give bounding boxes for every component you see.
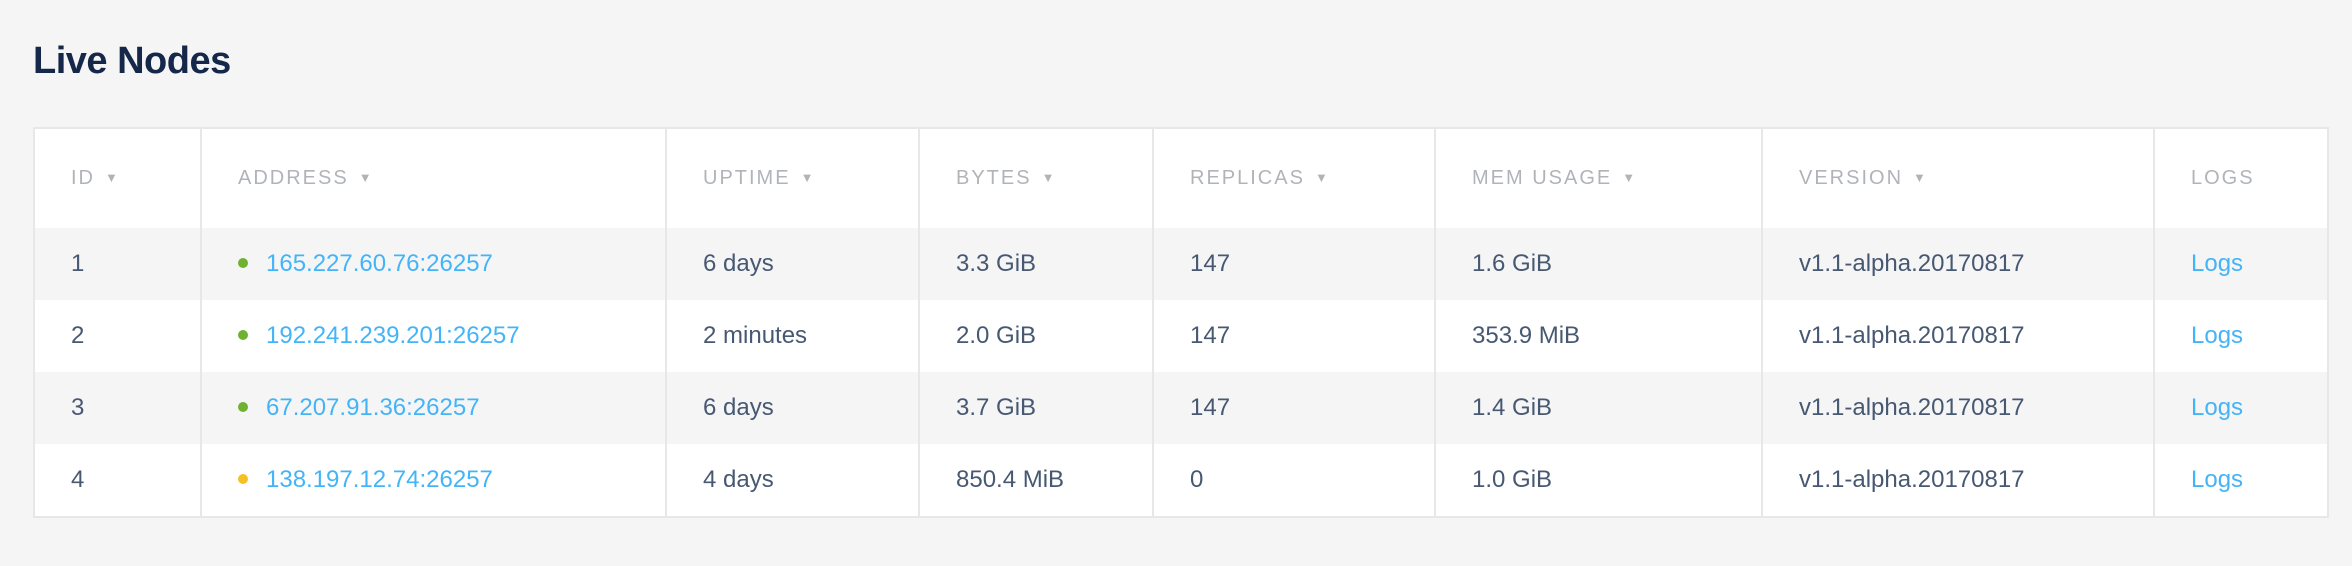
- status-dot-icon: [238, 474, 248, 484]
- column-label: ADDRESS: [238, 167, 349, 189]
- column-header-id[interactable]: ID ▼: [34, 128, 201, 228]
- cell-address: 67.207.91.36:26257: [200, 372, 666, 444]
- cell-bytes: 2.0 GiB: [918, 300, 1153, 372]
- column-header-bytes[interactable]: BYTES ▼: [918, 128, 1153, 228]
- cell-id: 3: [71, 394, 85, 421]
- cell-uptime: 6 days: [665, 228, 919, 300]
- column-label: MEM USAGE: [1472, 167, 1613, 189]
- cell-address: 138.197.12.74:26257: [200, 444, 666, 517]
- table-row: 1 165.227.60.76:26257 6 days 3.3 GiB 147 1.6 …: [34, 228, 2328, 300]
- logs-link[interactable]: Logs: [2191, 466, 2244, 493]
- sort-caret-icon[interactable]: ▼: [1041, 170, 1057, 185]
- cell-bytes: 3.3 GiB: [918, 228, 1153, 300]
- logs-link[interactable]: Logs: [2191, 250, 2244, 277]
- logs-link[interactable]: Logs: [2191, 322, 2244, 349]
- column-label: ID: [71, 167, 95, 189]
- table-row: 4 138.197.12.74:26257 4 days 850.4 MiB 0 1.0 …: [34, 444, 2328, 517]
- column-header-version[interactable]: VERSION ▼: [1761, 128, 2154, 228]
- live-nodes-table: ID ▼ ADDRESS ▼ UPTIME ▼ BYTES ▼ REPLICAS ▼ MEM USA…: [33, 127, 2329, 518]
- logs-link[interactable]: Logs: [2191, 394, 2244, 421]
- cell-mem-usage: 1.6 GiB: [1434, 228, 1762, 300]
- status-dot-icon: [238, 258, 248, 268]
- column-label: VERSION: [1799, 167, 1904, 189]
- cell-bytes: 3.7 GiB: [918, 372, 1153, 444]
- cell-address: 165.227.60.76:26257: [200, 228, 666, 300]
- cell-id: 4: [71, 466, 85, 493]
- cell-logs: Logs: [2153, 444, 2328, 517]
- cell-replicas: 147: [1152, 228, 1435, 300]
- column-header-logs: LOGS: [2153, 128, 2328, 228]
- cell-id: 1: [71, 250, 85, 277]
- node-address-link[interactable]: 165.227.60.76:26257: [266, 250, 493, 277]
- cell-replicas: 147: [1152, 372, 1435, 444]
- sort-caret-icon[interactable]: ▼: [1622, 170, 1638, 185]
- column-header-address[interactable]: ADDRESS ▼: [200, 128, 666, 228]
- column-label: LOGS: [2191, 167, 2255, 189]
- cell-version: v1.1-alpha.20170817: [1761, 228, 2154, 300]
- cell-replicas: 147: [1152, 300, 1435, 372]
- sort-caret-icon[interactable]: ▼: [1913, 170, 1928, 185]
- status-dot-icon: [238, 330, 248, 340]
- column-header-mem-usage[interactable]: MEM USAGE ▼: [1434, 128, 1762, 228]
- cell-address: 192.241.239.201:26257: [200, 300, 666, 372]
- status-dot-icon: [238, 402, 248, 412]
- table-row: 3 67.207.91.36:26257 6 days 3.7 GiB 147 1.4 G…: [34, 372, 2328, 444]
- table-row: 2 192.241.239.201:26257 2 minutes 2.0 GiB 14…: [34, 300, 2328, 372]
- sort-caret-icon[interactable]: ▼: [105, 170, 120, 185]
- cell-bytes: 850.4 MiB: [918, 444, 1153, 517]
- cell-logs: Logs: [2153, 228, 2328, 300]
- cell-uptime: 4 days: [665, 444, 919, 517]
- table-header-row: ID ▼ ADDRESS ▼ UPTIME ▼ BYTES ▼ REPLICAS ▼ MEM USA…: [34, 128, 2328, 228]
- sort-caret-icon[interactable]: ▼: [800, 170, 816, 185]
- node-address-link[interactable]: 138.197.12.74:26257: [266, 466, 493, 493]
- node-address-link[interactable]: 192.241.239.201:26257: [266, 322, 520, 349]
- cell-version: v1.1-alpha.20170817: [1761, 372, 2154, 444]
- cell-mem-usage: 353.9 MiB: [1434, 300, 1762, 372]
- cell-mem-usage: 1.0 GiB: [1434, 444, 1762, 517]
- cell-uptime: 2 minutes: [665, 300, 919, 372]
- column-label: REPLICAS: [1190, 167, 1305, 189]
- cell-version: v1.1-alpha.20170817: [1761, 444, 2154, 517]
- column-label: BYTES: [956, 167, 1032, 189]
- sort-caret-icon[interactable]: ▼: [358, 170, 374, 185]
- cell-version: v1.1-alpha.20170817: [1761, 300, 2154, 372]
- cell-id: 2: [71, 322, 85, 349]
- cell-mem-usage: 1.4 GiB: [1434, 372, 1762, 444]
- cell-replicas: 0: [1152, 444, 1435, 517]
- node-address-link[interactable]: 67.207.91.36:26257: [266, 394, 480, 421]
- cell-uptime: 6 days: [665, 372, 919, 444]
- sort-caret-icon[interactable]: ▼: [1314, 170, 1330, 185]
- cell-logs: Logs: [2153, 300, 2328, 372]
- cell-logs: Logs: [2153, 372, 2328, 444]
- column-header-uptime[interactable]: UPTIME ▼: [665, 128, 919, 228]
- column-header-replicas[interactable]: REPLICAS ▼: [1152, 128, 1435, 228]
- page-title: Live Nodes: [33, 40, 231, 82]
- column-label: UPTIME: [703, 167, 791, 189]
